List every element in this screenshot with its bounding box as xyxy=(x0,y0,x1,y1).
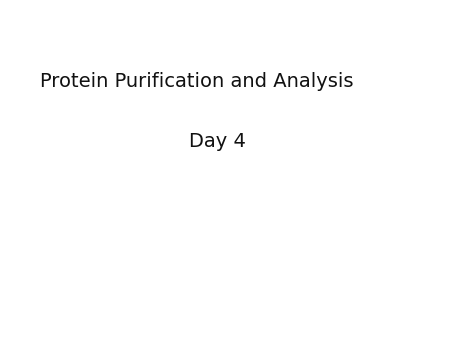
Text: Day 4: Day 4 xyxy=(189,132,246,151)
Text: Protein Purification and Analysis: Protein Purification and Analysis xyxy=(40,72,354,91)
